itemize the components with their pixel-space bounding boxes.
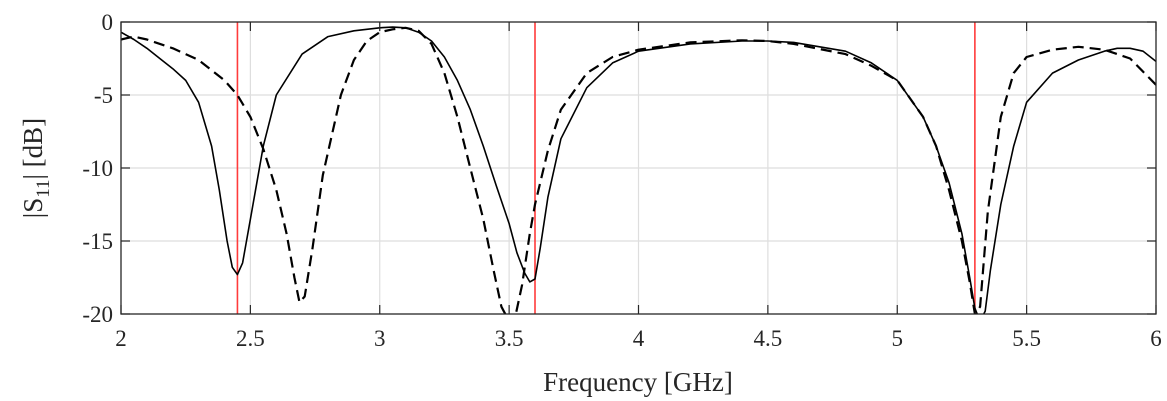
series-line-dashed <box>121 26 1156 314</box>
y-tick-label: -5 <box>94 83 113 108</box>
x-axis-title: Frequency [GHz] <box>543 367 733 397</box>
y-axis-title: |S11| [dB] <box>18 118 54 218</box>
x-tick-label: 3.5 <box>495 326 524 351</box>
y-tick-labels: 0 -5 -10 -15 -20 <box>82 10 113 327</box>
ticks <box>120 21 1157 315</box>
reference-lines <box>236 22 976 314</box>
x-tick-labels: 2 2.5 3 3.5 4 4.5 5 5.5 6 <box>115 326 1162 351</box>
series-group <box>121 26 1156 314</box>
y-tick-label: -15 <box>82 229 113 254</box>
y-tick-label: 0 <box>102 10 114 35</box>
y-tick-label: -10 <box>82 156 113 181</box>
grid <box>121 22 1156 314</box>
x-tick-label: 3 <box>374 326 386 351</box>
x-tick-label: 6 <box>1150 326 1162 351</box>
x-tick-label: 4.5 <box>754 326 783 351</box>
series-line-solid <box>121 26 1156 314</box>
x-tick-label: 2.5 <box>236 326 265 351</box>
y-tick-label: -20 <box>82 302 113 327</box>
x-tick-label: 2 <box>115 326 127 351</box>
x-tick-label: 4 <box>633 326 645 351</box>
x-tick-label: 5 <box>892 326 904 351</box>
x-tick-label: 5.5 <box>1012 326 1041 351</box>
